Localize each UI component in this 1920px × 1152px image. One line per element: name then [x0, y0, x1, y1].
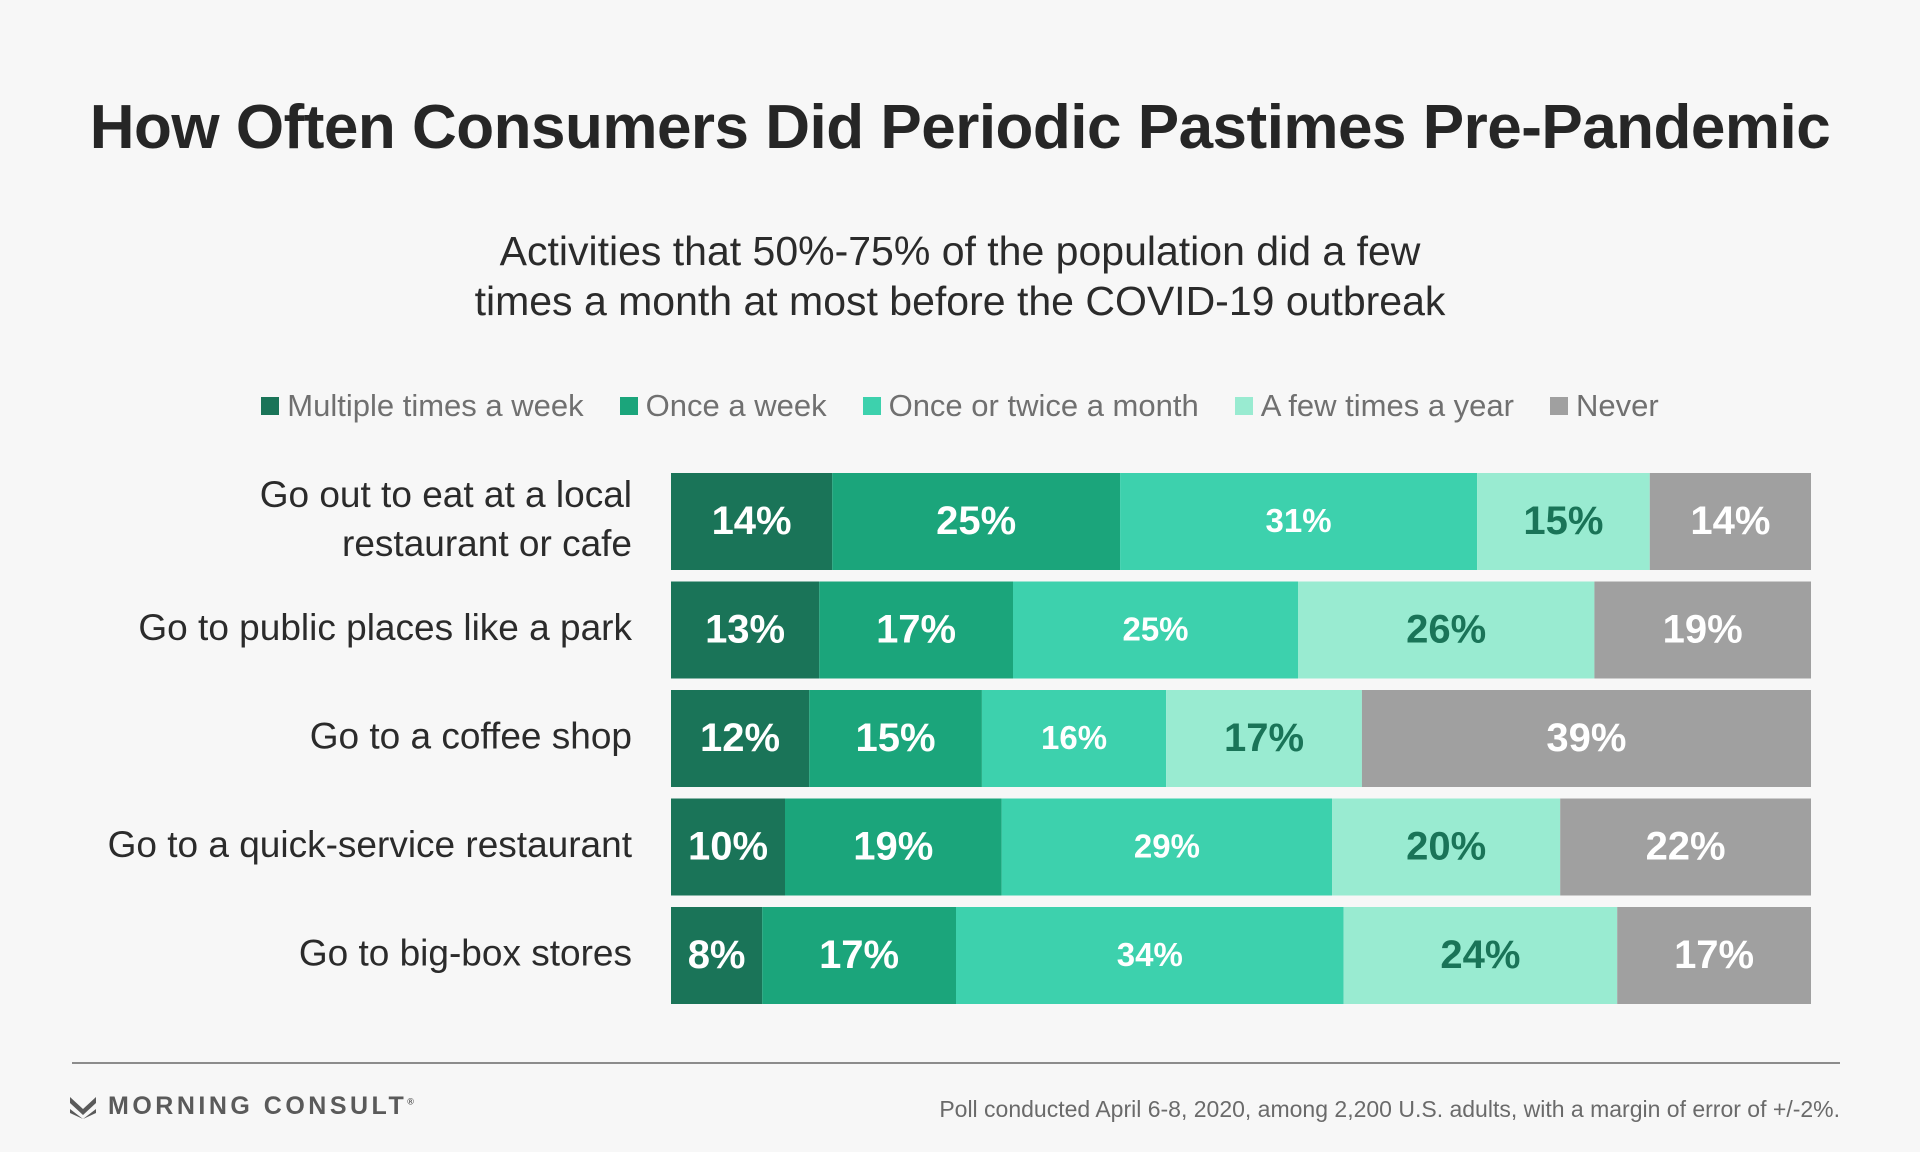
category-label: Go to a coffee shop: [310, 715, 632, 756]
chart-legend: Multiple times a week Once a week Once o…: [0, 388, 1920, 424]
data-label: 22%: [1646, 825, 1726, 869]
bar-segment: [1343, 907, 1618, 1004]
legend-label: Once or twice a month: [888, 388, 1199, 423]
bar-segment: [1477, 473, 1650, 570]
bar-segment: [809, 690, 982, 787]
bar-segment: [956, 907, 1344, 1004]
brand-name-text: MORNING CONSULT: [108, 1092, 408, 1120]
subtitle-line-1: Activities that 50%-75% of the populatio…: [499, 228, 1421, 274]
bar-segment: [1560, 798, 1811, 896]
legend-item-once-or-twice-a-month: Once or twice a month: [862, 388, 1199, 424]
bar-segment: [1617, 907, 1811, 1004]
bar-segment: [671, 798, 785, 896]
bar-segment: [1013, 581, 1298, 679]
bar-segment: [1001, 798, 1333, 896]
legend-label: Once a week: [645, 388, 827, 423]
data-label: 10%: [688, 825, 768, 869]
data-label: 31%: [1266, 502, 1332, 539]
brand-registered-mark: ®: [407, 1096, 414, 1107]
legend-item-never: Never: [1550, 388, 1659, 424]
legend-swatch: [619, 397, 638, 415]
legend-swatch: [1234, 397, 1253, 415]
bar-segment: [832, 473, 1121, 570]
category-label: Go out to eat at a local: [260, 474, 632, 515]
legend-item-once-a-week: Once a week: [619, 388, 827, 424]
bar-segment: [671, 473, 833, 570]
poll-footnote: Poll conducted April 6-8, 2020, among 2,…: [939, 1096, 1840, 1122]
bar-segment: [671, 581, 820, 679]
data-label: 34%: [1117, 936, 1183, 973]
bar-segment: [785, 798, 1002, 896]
bar-segment: [762, 907, 956, 1004]
data-label: 20%: [1406, 825, 1486, 869]
bar-segment: [671, 907, 763, 1004]
data-label: 14%: [712, 499, 792, 543]
legend-swatch: [862, 397, 881, 415]
data-label: 25%: [936, 499, 1016, 543]
data-label: 25%: [1122, 611, 1188, 648]
bar-segment: [1649, 473, 1811, 570]
legend-label: A few times a year: [1260, 388, 1514, 423]
legend-label: Never: [1576, 388, 1659, 423]
data-label: 17%: [1224, 716, 1304, 760]
morning-consult-logo-icon: [70, 1096, 96, 1119]
data-label: 17%: [1674, 933, 1754, 977]
brand-logo: MORNING CONSULT®: [70, 1092, 414, 1121]
bar-segment: [1120, 473, 1478, 570]
bar-segment: [1361, 690, 1811, 787]
data-label: 8%: [688, 933, 746, 977]
data-label: 15%: [856, 716, 936, 760]
bar-segment: [1594, 581, 1811, 679]
data-label: 29%: [1134, 828, 1200, 865]
data-label: 14%: [1690, 499, 1770, 543]
subtitle-line-2: times a month at most before the COVID-1…: [474, 278, 1446, 324]
legend-label: Multiple times a week: [287, 388, 584, 423]
category-label: restaurant or cafe: [342, 523, 632, 564]
legend-item-a-few-times-a-year: A few times a year: [1234, 388, 1514, 424]
data-label: 13%: [705, 608, 785, 652]
bar-segment: [1166, 690, 1362, 787]
category-label: Go to public places like a park: [138, 607, 632, 648]
brand-name: MORNING CONSULT®: [108, 1092, 414, 1121]
data-label: 17%: [876, 608, 956, 652]
bar-segment: [1332, 798, 1561, 896]
data-label: 17%: [819, 933, 899, 977]
data-label: 19%: [853, 825, 933, 869]
data-label: 39%: [1546, 716, 1626, 760]
data-label: 15%: [1523, 499, 1603, 543]
footer-divider: [72, 1062, 1840, 1064]
data-label: 12%: [700, 716, 780, 760]
bar-segment: [819, 581, 1013, 679]
data-label: 24%: [1440, 933, 1520, 977]
chart-subtitle: Activities that 50%-75% of the populatio…: [0, 226, 1920, 326]
category-label: Go to a quick-service restaurant: [108, 824, 633, 865]
legend-swatch: [1550, 397, 1568, 415]
chart-title: How Often Consumers Did Periodic Pastime…: [89, 93, 1831, 162]
data-label: 26%: [1406, 608, 1486, 652]
bar-segment: [981, 690, 1167, 787]
bar-segment: [671, 690, 810, 787]
legend-item-multiple-times-a-week: Multiple times a week: [261, 388, 584, 424]
data-label: 19%: [1663, 608, 1743, 652]
legend-swatch: [261, 397, 280, 415]
bar-segment: [1298, 581, 1595, 679]
category-label: Go to big-box stores: [299, 932, 632, 973]
data-label: 16%: [1041, 719, 1107, 756]
